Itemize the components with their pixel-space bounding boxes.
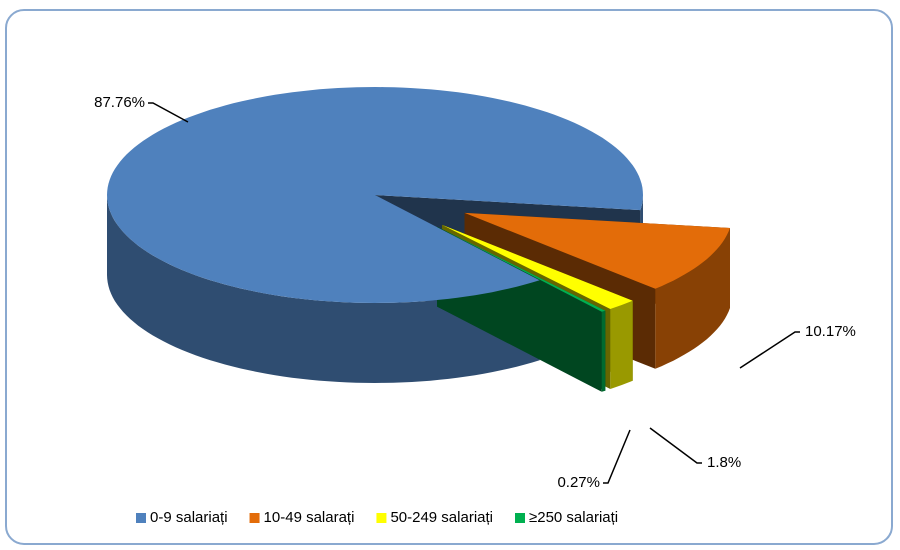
data-labels: 87.76% 10.17% 1.8% 0.27% [94,94,856,491]
slice-outer-wall [655,228,730,369]
leader-line [739,331,800,369]
slice-outer-wall [610,300,633,389]
slice-outer-wall [601,310,606,392]
legend-swatch [515,513,525,523]
legend-label: ≥250 salariați [529,509,618,526]
legend-label: 10-49 salarați [264,509,355,526]
slice-tops [107,87,730,312]
leader-line [603,429,631,484]
legend-swatch [376,513,387,523]
legend-swatch [136,513,146,523]
legend-label: 0-9 salariați [150,509,228,526]
legend-swatch [249,513,260,523]
slice-outer-wall [107,195,540,383]
data-label: 10.17% [805,323,856,340]
slice [107,87,643,303]
legend-label: 50-249 salariați [390,509,493,526]
slice [464,212,730,289]
legend: 0-9 salariați 10-49 salarați 50-249 salari… [136,509,618,526]
data-label: 0.27% [557,474,600,491]
leader-line [649,427,702,464]
slice [437,226,606,312]
leader-line [148,102,189,123]
data-label: 87.76% [94,94,145,111]
data-label: 1.8% [707,454,741,471]
slice [442,224,633,309]
